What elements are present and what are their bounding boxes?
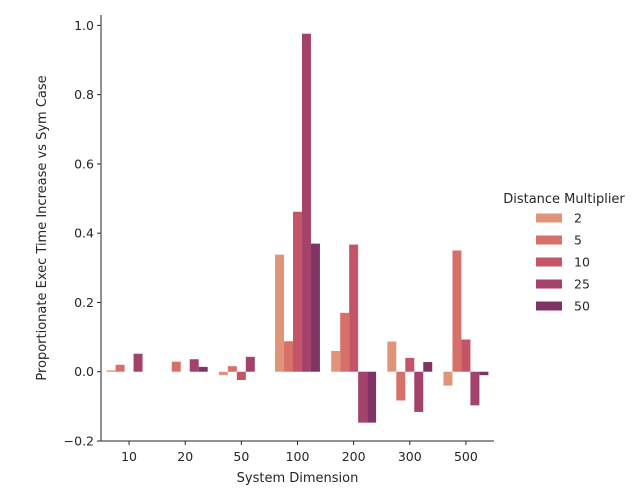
x-axis-title: System Dimension (237, 471, 359, 486)
bars-group (106, 33, 489, 423)
bar-500-series-50 (479, 371, 489, 376)
bar-20-series-25 (189, 359, 199, 372)
legend-swatch-10 (536, 257, 562, 267)
bar-500-series-25 (470, 371, 480, 406)
bar-500-series-10 (461, 339, 471, 372)
y-tick-label: 1.0 (74, 18, 94, 33)
bar-10-series-5 (115, 364, 125, 372)
bar-300-series-2 (387, 341, 397, 372)
legend-swatch-50 (536, 301, 562, 311)
legend-title: Distance Multiplier (503, 192, 625, 207)
x-tick-label: 200 (342, 449, 366, 464)
bar-500-series-2 (443, 371, 453, 386)
bar-10-series-25 (133, 353, 143, 372)
bar-300-series-10 (405, 357, 415, 372)
legend-label-50: 50 (574, 299, 590, 314)
x-tick-label: 300 (398, 449, 422, 464)
bar-50-series-2 (218, 371, 228, 376)
bar-200-series-5 (340, 312, 350, 372)
x-tick-label: 50 (233, 449, 249, 464)
y-tick-label: 0.6 (74, 156, 94, 171)
x-tick-label: 10 (121, 449, 137, 464)
legend-label-25: 25 (574, 277, 590, 292)
y-tick-label: −0.2 (64, 434, 94, 449)
bar-200-series-25 (358, 371, 368, 423)
y-ticks: −0.2 0.0 0.2 0.4 0.6 0.8 1.0 (64, 18, 101, 449)
bar-50-series-10 (236, 371, 246, 381)
legend-label-2: 2 (574, 211, 582, 226)
y-tick-label: 0.4 (74, 226, 94, 241)
bar-200-series-2 (331, 350, 341, 372)
bar-100-series-5 (284, 341, 294, 372)
x-tick-label: 100 (286, 449, 310, 464)
legend-swatch-25 (536, 279, 562, 289)
bar-200-series-50 (367, 371, 377, 423)
legend-swatch-2 (536, 213, 562, 223)
bar-20-series-50 (198, 366, 208, 372)
bar-100-series-50 (310, 243, 320, 372)
y-tick-label: 0.8 (74, 87, 94, 102)
bar-50-series-5 (227, 366, 237, 372)
legend-label-10: 10 (574, 255, 590, 270)
bar-300-series-50 (423, 362, 433, 372)
bar-500-series-5 (452, 250, 462, 372)
y-tick-label: 0.2 (74, 295, 94, 310)
bar-100-series-2 (275, 254, 285, 372)
bar-100-series-10 (293, 211, 302, 372)
bar-200-series-10 (349, 244, 359, 372)
x-ticks: 10 20 50 100 200 300 500 (121, 441, 478, 464)
y-tick-label: 0.0 (74, 364, 94, 379)
bar-20-series-5 (171, 361, 181, 372)
bar-300-series-5 (396, 371, 406, 401)
y-axis-title: Proportionate Exec Time Increase vs Sym … (35, 75, 50, 380)
bar-100-series-25 (301, 33, 311, 372)
bar-50-series-25 (245, 356, 255, 372)
x-tick-label: 500 (454, 449, 478, 464)
x-tick-label: 20 (177, 449, 193, 464)
legend-label-5: 5 (574, 233, 582, 248)
legend-swatch-5 (536, 235, 562, 245)
bar-10-series-2 (106, 370, 116, 372)
bar-300-series-25 (414, 371, 424, 412)
